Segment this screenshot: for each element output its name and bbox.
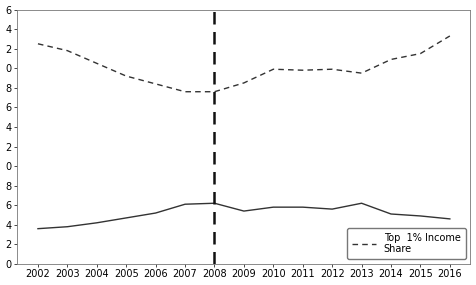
Legend: Top  1% Income
Share: Top 1% Income Share [347, 228, 466, 259]
Top  1% Income
Share [182, 90, 188, 93]
Top  1% Income
Share [270, 68, 276, 71]
Top  1% Income
Share [212, 90, 218, 93]
Top  1% Income
Share [65, 49, 70, 52]
Top  1% Income
Share [123, 74, 129, 78]
Top  1% Income
Share [35, 42, 41, 46]
Top  1% Income
Share [241, 81, 247, 85]
Top  1% Income
Share [447, 34, 453, 38]
Top  1% Income
Share [94, 62, 99, 65]
Top  1% Income
Share [153, 82, 159, 86]
Top  1% Income
Share [388, 58, 394, 61]
Top  1% Income
Share [300, 68, 306, 72]
Top  1% Income
Share [329, 68, 335, 71]
Top  1% Income
Share [417, 52, 423, 55]
Line: Top  1% Income
Share: Top 1% Income Share [38, 36, 450, 92]
Top  1% Income
Share [359, 72, 365, 75]
